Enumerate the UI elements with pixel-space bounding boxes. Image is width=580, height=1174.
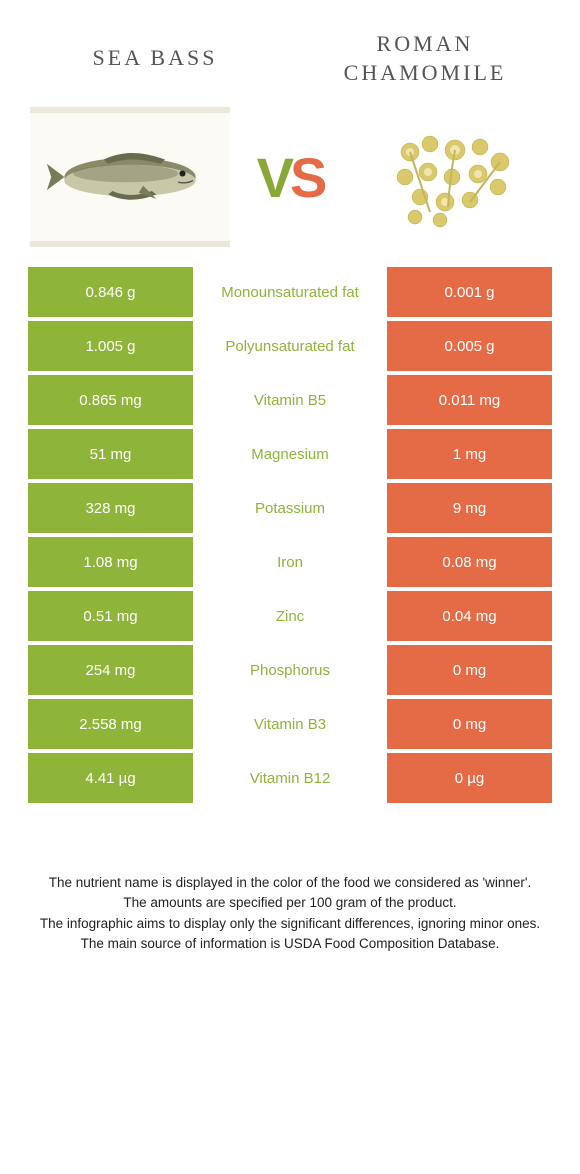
footer-notes: The nutrient name is displayed in the co… — [0, 873, 580, 954]
right-value: 0 µg — [387, 753, 552, 803]
fish-icon — [40, 142, 220, 212]
footer-line: The main source of information is USDA F… — [30, 934, 550, 954]
right-value: 0.08 mg — [387, 537, 552, 587]
footer-line: The infographic aims to display only the… — [30, 914, 550, 934]
nutrient-name: Vitamin B5 — [193, 375, 387, 425]
right-value: 0.04 mg — [387, 591, 552, 641]
vs-s-letter: S — [290, 146, 323, 209]
left-value: 4.41 µg — [28, 753, 193, 803]
right-value: 9 mg — [387, 483, 552, 533]
chamomile-icon — [370, 122, 530, 232]
vs-badge: VS — [257, 145, 324, 210]
nutrient-row: 254 mgPhosphorus0 mg — [28, 645, 552, 695]
nutrient-row: 2.558 mgVitamin B30 mg — [28, 699, 552, 749]
nutrient-row: 0.846 gMonounsaturated fat0.001 g — [28, 267, 552, 317]
footer-line: The nutrient name is displayed in the co… — [30, 873, 550, 893]
right-food-title: ROMAN CHAMOMILE — [310, 30, 540, 87]
left-value: 328 mg — [28, 483, 193, 533]
footer-line: The amounts are specified per 100 gram o… — [30, 893, 550, 913]
left-value: 254 mg — [28, 645, 193, 695]
sea-bass-image — [30, 107, 230, 247]
nutrient-name: Zinc — [193, 591, 387, 641]
right-value: 0.005 g — [387, 321, 552, 371]
right-value: 0.001 g — [387, 267, 552, 317]
nutrient-row: 51 mgMagnesium1 mg — [28, 429, 552, 479]
nutrient-name: Phosphorus — [193, 645, 387, 695]
nutrient-row: 1.005 gPolyunsaturated fat0.005 g — [28, 321, 552, 371]
nutrient-name: Vitamin B12 — [193, 753, 387, 803]
nutrient-name: Monounsaturated fat — [193, 267, 387, 317]
chamomile-image — [350, 107, 550, 247]
right-value: 1 mg — [387, 429, 552, 479]
nutrient-table: 0.846 gMonounsaturated fat0.001 g1.005 g… — [28, 267, 552, 803]
left-value: 0.846 g — [28, 267, 193, 317]
header: SEA BASS ROMAN CHAMOMILE — [0, 0, 580, 97]
left-value: 2.558 mg — [28, 699, 193, 749]
nutrient-row: 1.08 mgIron0.08 mg — [28, 537, 552, 587]
right-value: 0.011 mg — [387, 375, 552, 425]
left-value: 51 mg — [28, 429, 193, 479]
nutrient-row: 0.51 mgZinc0.04 mg — [28, 591, 552, 641]
nutrient-row: 4.41 µgVitamin B120 µg — [28, 753, 552, 803]
left-value: 0.51 mg — [28, 591, 193, 641]
right-value: 0 mg — [387, 645, 552, 695]
left-value: 1.005 g — [28, 321, 193, 371]
left-value: 1.08 mg — [28, 537, 193, 587]
images-row: VS — [0, 97, 580, 267]
nutrient-name: Iron — [193, 537, 387, 587]
nutrient-row: 0.865 mgVitamin B50.011 mg — [28, 375, 552, 425]
nutrient-name: Magnesium — [193, 429, 387, 479]
left-food-title: SEA BASS — [40, 44, 270, 73]
nutrient-row: 328 mgPotassium9 mg — [28, 483, 552, 533]
nutrient-name: Potassium — [193, 483, 387, 533]
nutrient-name: Polyunsaturated fat — [193, 321, 387, 371]
left-value: 0.865 mg — [28, 375, 193, 425]
vs-v-letter: V — [257, 146, 290, 209]
right-value: 0 mg — [387, 699, 552, 749]
nutrient-name: Vitamin B3 — [193, 699, 387, 749]
